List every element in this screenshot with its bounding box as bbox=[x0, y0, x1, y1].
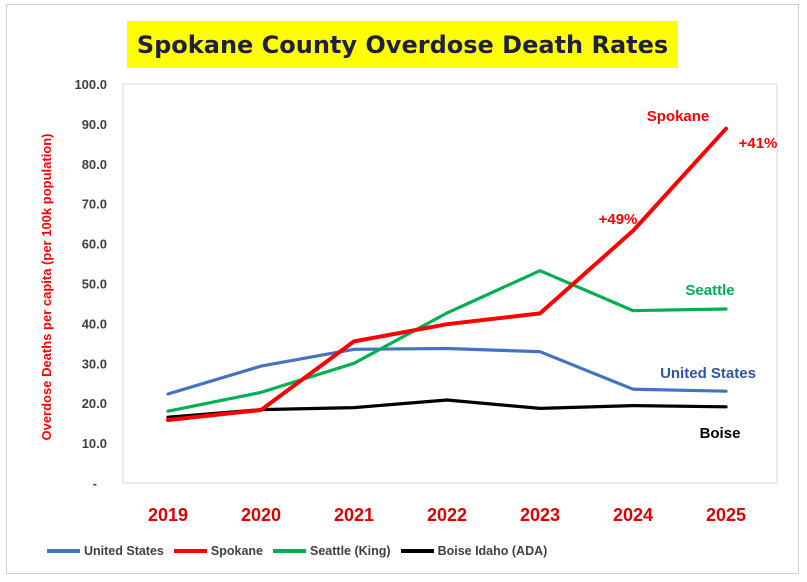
plot-area-border bbox=[122, 83, 778, 484]
y-tick-label: 90.0 bbox=[82, 117, 107, 132]
x-tick-label: 2025 bbox=[706, 505, 746, 525]
annotation-label: +41% bbox=[739, 135, 778, 152]
legend-label: Seattle (King) bbox=[310, 544, 391, 558]
legend-item: United States bbox=[47, 544, 164, 558]
x-tick-label: 2023 bbox=[520, 505, 560, 525]
legend-swatch bbox=[400, 549, 434, 553]
series-line-seattle-king bbox=[166, 269, 728, 413]
y-tick-label: 20.0 bbox=[82, 396, 107, 411]
annotation-label: Spokane bbox=[647, 108, 710, 125]
legend-item: Boise Idaho (ADA) bbox=[400, 544, 548, 558]
x-tick-label: 2022 bbox=[427, 505, 467, 525]
y-tick-label: 70.0 bbox=[82, 197, 107, 212]
annotation-label: Boise bbox=[700, 425, 741, 442]
legend-item: Spokane bbox=[173, 544, 263, 558]
y-tick-label: - bbox=[93, 476, 97, 491]
series-line-boise-idaho-ada bbox=[166, 398, 728, 419]
y-tick-label: 60.0 bbox=[82, 237, 107, 252]
x-tick-label: 2024 bbox=[613, 505, 653, 525]
y-tick-label: 100.0 bbox=[74, 77, 107, 92]
chart-frame bbox=[6, 4, 799, 574]
series-line-spokane bbox=[166, 126, 728, 422]
x-tick-label: 2021 bbox=[334, 505, 374, 525]
x-tick-label: 2020 bbox=[241, 505, 281, 525]
y-axis-label: Overdose Deaths per capita (per 100k pop… bbox=[39, 133, 54, 440]
y-tick-label: 80.0 bbox=[82, 157, 107, 172]
chart-legend: United States Spokane Seattle (King) Boise … bbox=[47, 541, 557, 561]
annotation-label: Seattle bbox=[685, 282, 734, 299]
legend-swatch bbox=[173, 549, 207, 553]
y-tick-label: 40.0 bbox=[82, 316, 107, 331]
legend-label: United States bbox=[84, 544, 164, 558]
annotation-label: United States bbox=[660, 365, 756, 382]
series-line-united-states bbox=[166, 346, 728, 396]
y-tick-label: 10.0 bbox=[82, 436, 107, 451]
y-tick-label: 30.0 bbox=[82, 356, 107, 371]
legend-label: Boise Idaho (ADA) bbox=[437, 544, 548, 558]
annotation-label: +49% bbox=[599, 211, 638, 228]
legend-label: Spokane bbox=[210, 544, 263, 558]
legend-swatch bbox=[47, 549, 80, 553]
y-tick-label: 50.0 bbox=[82, 277, 107, 292]
chart-title: Spokane County Overdose Death Rates bbox=[136, 30, 669, 59]
legend-swatch bbox=[273, 549, 306, 553]
x-tick-label: 2019 bbox=[148, 505, 188, 525]
legend-item: Seattle (King) bbox=[273, 544, 391, 558]
chart-title-box: Spokane County Overdose Death Rates bbox=[127, 21, 678, 68]
